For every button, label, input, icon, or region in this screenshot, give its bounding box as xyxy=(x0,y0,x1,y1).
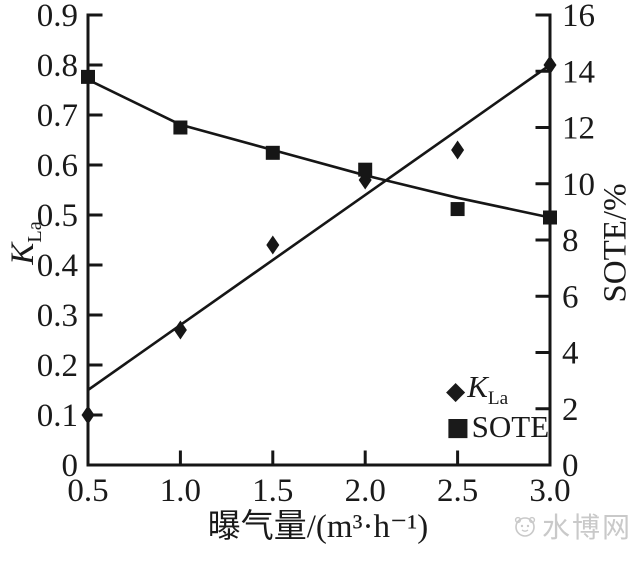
left-y-axis-tick-label: 0.2 xyxy=(37,348,78,384)
sote-data-point xyxy=(543,210,557,225)
x-axis-tick-label: 1.5 xyxy=(252,473,293,509)
sote-data-point xyxy=(358,162,373,177)
left-y-axis-title-main: K xyxy=(5,242,42,265)
sote-data-point xyxy=(265,145,280,160)
x-axis-tick-label: 2.5 xyxy=(437,473,478,509)
right-y-axis-tick-label: 16 xyxy=(562,0,595,34)
left-y-axis-tick-label: 0.1 xyxy=(37,398,78,434)
kla-data-point xyxy=(543,55,557,75)
x-axis-title: 曝气量/(m³·h⁻¹) xyxy=(207,509,429,545)
sote-data-point xyxy=(450,202,465,217)
watermark-text: 水博网 xyxy=(542,513,633,544)
left-y-axis-tick-label: 0.4 xyxy=(37,248,78,284)
legend-label-kla: KLa xyxy=(467,371,508,408)
legend-item-kla: ◆ KLa xyxy=(446,371,549,408)
left-y-axis-tick-label: 0 xyxy=(62,448,79,484)
legend: ◆ KLa ■ SOTE xyxy=(446,371,549,444)
legend-item-sote: ■ SOTE xyxy=(446,408,549,444)
legend-label-sote: SOTE xyxy=(471,408,550,444)
kla-data-point xyxy=(81,405,95,425)
right-y-axis-tick-label: 10 xyxy=(562,167,595,203)
left-y-axis-title-sub: La xyxy=(23,221,46,243)
left-y-axis-tick-label: 0.3 xyxy=(37,298,78,334)
x-axis-tick-label: 2.0 xyxy=(345,473,386,509)
x-axis-tick-label: 1.0 xyxy=(160,473,201,509)
sote-data-point xyxy=(173,120,188,135)
legend-label-kla-main: K xyxy=(467,369,488,405)
sote-data-point xyxy=(81,69,95,84)
left-y-axis-tick-label: 0.7 xyxy=(37,98,78,134)
kla-data-point xyxy=(266,235,280,255)
right-y-axis-tick-label: 12 xyxy=(562,111,595,147)
diamond-marker-icon: ◆ xyxy=(446,375,466,405)
right-y-axis-tick-label: 0 xyxy=(562,448,579,484)
right-y-axis-tick-label: 2 xyxy=(562,392,579,428)
left-y-axis-tick-label: 0.5 xyxy=(37,198,78,234)
kla-data-point xyxy=(173,320,187,340)
left-y-axis-tick-label: 0.9 xyxy=(37,0,78,34)
square-marker-icon: ■ xyxy=(446,411,470,441)
right-y-axis-tick-label: 8 xyxy=(562,223,579,259)
left-y-axis-title: KLa xyxy=(5,221,47,265)
left-y-axis-tick-label: 0.6 xyxy=(37,148,78,184)
right-y-axis-title: SOTE/% xyxy=(597,183,634,303)
right-y-axis-tick-label: 4 xyxy=(562,336,579,372)
watermark-logo-icon xyxy=(512,513,538,539)
right-y-axis-tick-label: 14 xyxy=(562,54,595,90)
left-y-axis-tick-label: 0.8 xyxy=(37,48,78,84)
kla-data-point xyxy=(451,140,465,160)
watermark: 水博网 xyxy=(512,506,632,546)
legend-label-kla-sub: La xyxy=(487,388,509,410)
right-y-axis-tick-label: 6 xyxy=(562,279,579,315)
sote-trend-line xyxy=(87,78,551,219)
kla-trend-line xyxy=(87,63,551,392)
x-axis-tick-label: 3.0 xyxy=(529,473,570,509)
x-axis-tick-label: 0.5 xyxy=(67,473,108,509)
